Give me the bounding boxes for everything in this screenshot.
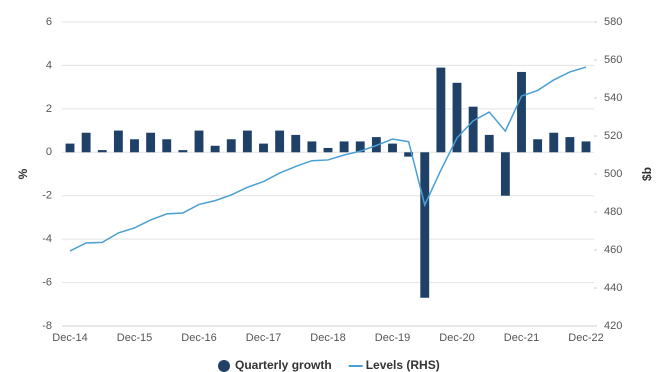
y-tick-label: -6 [42, 276, 52, 288]
bar [162, 139, 172, 153]
y2-tick-label: 420 [604, 320, 622, 332]
bar [291, 134, 301, 153]
y-tick-label: -4 [42, 233, 52, 245]
bar [130, 139, 139, 153]
bar [549, 132, 559, 153]
y2-tick-label: 460 [604, 244, 622, 256]
bar [97, 150, 107, 153]
bar [226, 139, 236, 153]
x-tick-label: Dec-19 [375, 332, 410, 344]
bar [65, 143, 75, 153]
x-tick-label: Dec-17 [246, 332, 281, 344]
bar [533, 139, 543, 153]
y2-tick-label: 500 [604, 168, 622, 180]
bar [484, 134, 494, 153]
y2-axis-title: $b [640, 167, 654, 181]
bar [355, 141, 365, 153]
x-tick-label: Dec-16 [181, 332, 216, 344]
bar [500, 152, 510, 196]
bar [275, 130, 285, 153]
bar [194, 130, 204, 153]
y2-tick-label: 560 [604, 54, 622, 66]
x-tick-label: Dec-21 [504, 332, 539, 344]
y2-tick-label: 520 [604, 130, 622, 142]
y2-tick-label: 580 [604, 16, 622, 28]
x-tick-label: Dec-20 [439, 332, 474, 344]
y2-tick-label: 480 [604, 206, 622, 218]
legend-label: Quarterly growth [235, 358, 332, 372]
y2-tick-label: 440 [604, 282, 622, 294]
y-tick-label: 2 [46, 103, 52, 115]
bar [146, 132, 156, 153]
bar [210, 145, 220, 153]
y-axis-title: % [16, 168, 30, 179]
y-tick-label: -8 [42, 320, 52, 332]
bar [468, 106, 478, 153]
legend-marker [218, 360, 230, 372]
bar [259, 143, 268, 153]
x-tick-label: Dec-22 [568, 332, 603, 344]
x-tick-label: Dec-14 [52, 332, 87, 344]
x-tick-label: Dec-18 [310, 332, 345, 344]
legend-label: Levels (RHS) [366, 358, 440, 372]
line [69, 66, 587, 252]
bar [452, 82, 462, 153]
y-tick-label: 4 [46, 59, 52, 71]
bar [371, 137, 381, 153]
bar [81, 132, 91, 153]
x-tick-label: Dec-15 [117, 332, 152, 344]
bar [565, 137, 575, 153]
bar [517, 71, 526, 153]
bar [388, 143, 397, 153]
bar [581, 141, 591, 153]
y-tick-label: 0 [46, 146, 52, 158]
bar [242, 130, 252, 153]
y2-tick-label: 540 [604, 92, 622, 104]
bar [113, 130, 123, 153]
bar [178, 150, 188, 153]
bar [436, 67, 446, 153]
bar [339, 141, 349, 153]
y-tick-label: 6 [46, 16, 52, 28]
bar [404, 152, 414, 157]
y-tick-label: -2 [42, 190, 52, 202]
bar [307, 141, 317, 153]
bar [323, 147, 333, 153]
bar [420, 152, 430, 298]
